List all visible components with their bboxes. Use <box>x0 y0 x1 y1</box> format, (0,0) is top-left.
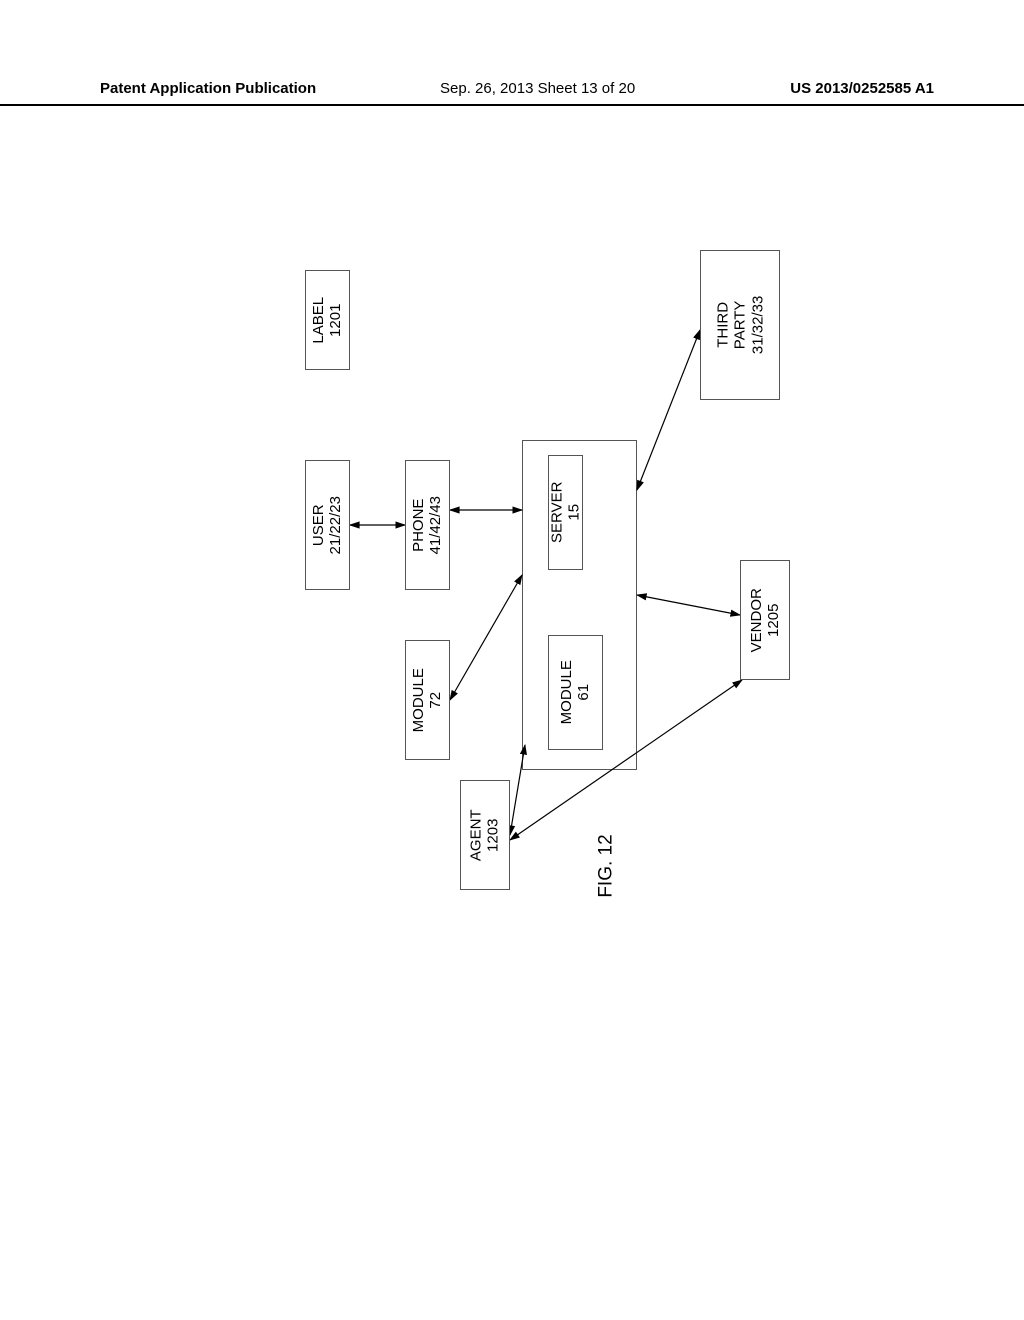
header-center: Sep. 26, 2013 Sheet 13 of 20 <box>440 80 635 97</box>
node-user-line1: USER <box>310 504 327 546</box>
node-text-server_inner: SERVER15 <box>548 482 583 543</box>
node-thirdparty-line3: 31/32/33 <box>749 296 766 354</box>
node-text-phone: PHONE41/42/43 <box>410 496 445 554</box>
node-label-line1: LABEL <box>310 297 327 344</box>
node-module61: MODULE61 <box>548 635 603 750</box>
node-server_inner-line1: SERVER <box>548 482 565 543</box>
node-vendor: VENDOR1205 <box>740 560 790 680</box>
node-thirdparty-line1: THIRD <box>714 302 731 348</box>
node-server_inner: SERVER15 <box>548 455 583 570</box>
node-agent-line1: AGENT <box>468 809 485 861</box>
node-module72-line2: 72 <box>428 692 445 709</box>
node-label-line2: 1201 <box>328 303 345 336</box>
node-module61-line1: MODULE <box>558 660 575 724</box>
edge-module72-server <box>450 575 522 700</box>
page-header: Patent Application Publication Sep. 26, … <box>0 80 1024 106</box>
arrow-layer <box>0 0 1024 1320</box>
node-user-line2: 21/22/23 <box>328 496 345 554</box>
edge-server-vendor <box>637 595 740 615</box>
page-root: Patent Application Publication Sep. 26, … <box>0 0 1024 1320</box>
node-text-thirdparty: THIRDPARTY31/32/33 <box>714 296 766 354</box>
node-agent: AGENT1203 <box>460 780 510 890</box>
node-thirdparty: THIRDPARTY31/32/33 <box>700 250 780 400</box>
node-text-module61: MODULE61 <box>558 660 593 724</box>
node-text-user: USER21/22/23 <box>310 496 345 554</box>
node-text-label: LABEL1201 <box>310 297 345 344</box>
figure-label: FIG. 12 <box>596 834 618 897</box>
node-server_inner-line2: 15 <box>566 504 583 521</box>
node-vendor-line2: 1205 <box>765 603 782 636</box>
node-module72-line1: MODULE <box>410 668 427 732</box>
node-phone-line2: 41/42/43 <box>428 496 445 554</box>
node-module61-line2: 61 <box>576 684 593 701</box>
node-phone-line1: PHONE <box>410 498 427 551</box>
node-text-module72: MODULE72 <box>410 668 445 732</box>
node-label: LABEL1201 <box>305 270 350 370</box>
node-module72: MODULE72 <box>405 640 450 760</box>
header-right: US 2013/0252585 A1 <box>790 80 934 97</box>
node-vendor-line1: VENDOR <box>748 588 765 652</box>
node-user: USER21/22/23 <box>305 460 350 590</box>
header-left: Patent Application Publication <box>100 80 316 97</box>
node-thirdparty-line2: PARTY <box>731 301 748 350</box>
node-agent-line2: 1203 <box>485 818 502 851</box>
edge-server-thirdparty <box>637 330 700 490</box>
node-text-agent: AGENT1203 <box>468 809 503 861</box>
node-text-vendor: VENDOR1205 <box>748 588 783 652</box>
node-phone: PHONE41/42/43 <box>405 460 450 590</box>
